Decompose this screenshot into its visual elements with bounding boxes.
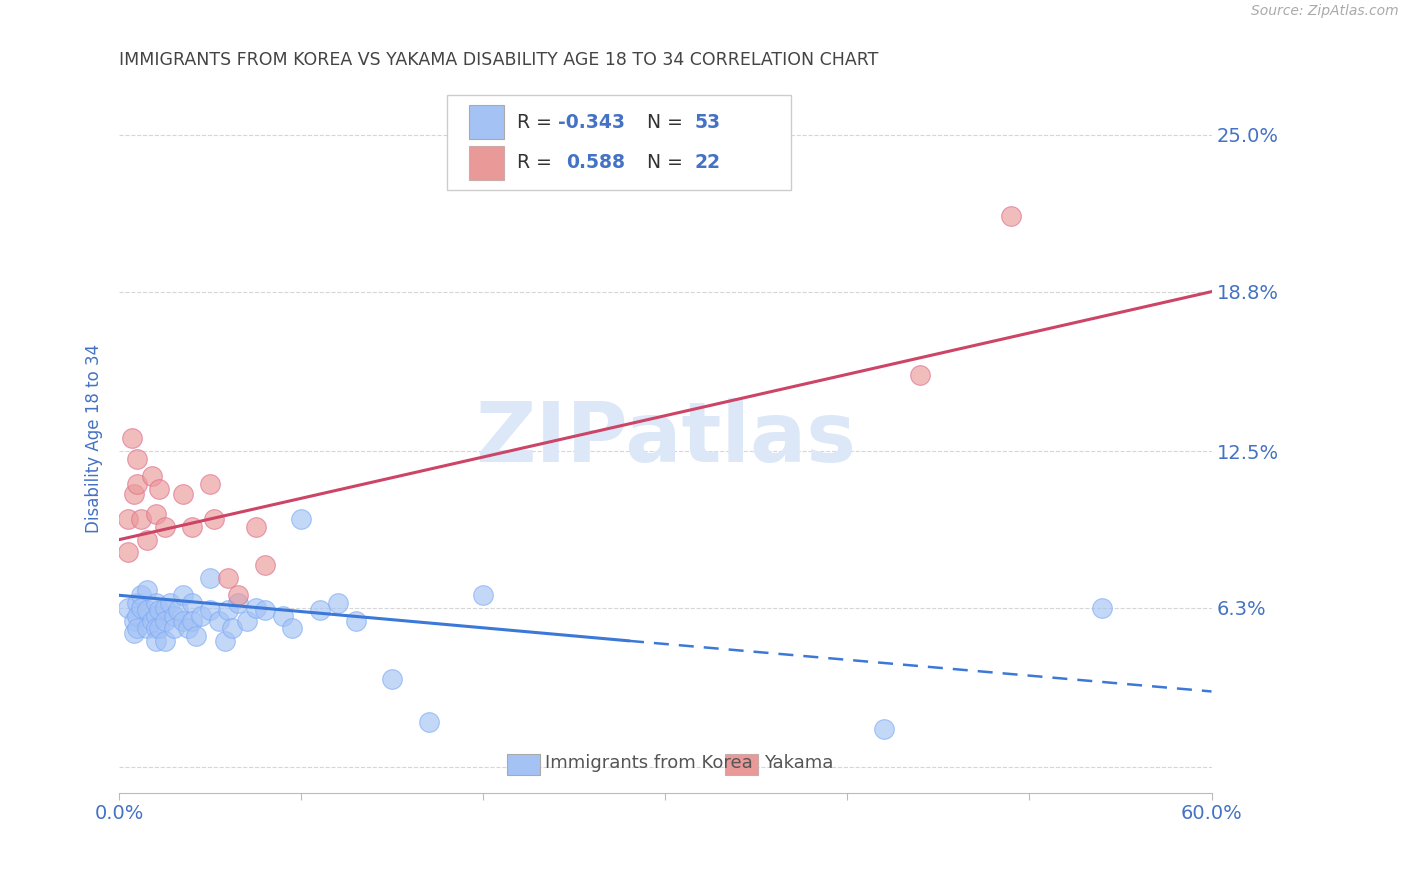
FancyBboxPatch shape bbox=[508, 754, 540, 775]
Point bbox=[121, 431, 143, 445]
Point bbox=[472, 588, 495, 602]
Point bbox=[153, 520, 176, 534]
Point bbox=[308, 603, 330, 617]
Point bbox=[141, 614, 163, 628]
Point bbox=[1091, 601, 1114, 615]
Point bbox=[184, 629, 207, 643]
Point bbox=[344, 614, 367, 628]
Point bbox=[145, 508, 167, 522]
Point bbox=[122, 487, 145, 501]
Point bbox=[129, 601, 152, 615]
Y-axis label: Disability Age 18 to 34: Disability Age 18 to 34 bbox=[86, 343, 103, 533]
Point bbox=[145, 633, 167, 648]
Point bbox=[214, 633, 236, 648]
Point bbox=[200, 603, 222, 617]
Text: -0.343: -0.343 bbox=[558, 112, 626, 132]
Point bbox=[145, 621, 167, 635]
Point bbox=[172, 588, 194, 602]
Point bbox=[253, 603, 276, 617]
Point bbox=[159, 596, 181, 610]
Point bbox=[910, 368, 932, 383]
Point bbox=[141, 469, 163, 483]
Point bbox=[145, 608, 167, 623]
Point bbox=[148, 621, 170, 635]
Point bbox=[163, 608, 186, 623]
Point bbox=[129, 588, 152, 602]
Point bbox=[181, 596, 204, 610]
Point bbox=[190, 608, 212, 623]
Text: ZIPatlas: ZIPatlas bbox=[475, 398, 856, 479]
Point bbox=[245, 601, 267, 615]
Point bbox=[145, 596, 167, 610]
Text: R =: R = bbox=[517, 153, 564, 172]
Point bbox=[172, 487, 194, 501]
FancyBboxPatch shape bbox=[468, 146, 503, 180]
Point bbox=[166, 603, 188, 617]
Point bbox=[253, 558, 276, 572]
Text: IMMIGRANTS FROM KOREA VS YAKAMA DISABILITY AGE 18 TO 34 CORRELATION CHART: IMMIGRANTS FROM KOREA VS YAKAMA DISABILI… bbox=[120, 51, 879, 69]
Point bbox=[281, 621, 304, 635]
Point bbox=[208, 614, 231, 628]
Text: N =: N = bbox=[636, 153, 689, 172]
Text: Yakama: Yakama bbox=[763, 754, 834, 772]
Point bbox=[127, 451, 149, 466]
Text: 53: 53 bbox=[695, 112, 721, 132]
Point bbox=[200, 477, 222, 491]
Point bbox=[177, 621, 200, 635]
FancyBboxPatch shape bbox=[447, 95, 792, 190]
Point bbox=[135, 533, 157, 547]
Point bbox=[117, 512, 139, 526]
Point bbox=[163, 621, 186, 635]
Point bbox=[129, 512, 152, 526]
Point bbox=[226, 596, 249, 610]
Point bbox=[218, 603, 240, 617]
Point bbox=[202, 512, 225, 526]
Point bbox=[153, 601, 176, 615]
Point bbox=[117, 601, 139, 615]
FancyBboxPatch shape bbox=[725, 754, 758, 775]
Text: R =: R = bbox=[517, 112, 558, 132]
Point bbox=[245, 520, 267, 534]
Point bbox=[135, 621, 157, 635]
Point bbox=[418, 714, 440, 729]
Point bbox=[117, 545, 139, 559]
Point bbox=[148, 603, 170, 617]
Point bbox=[127, 477, 149, 491]
Point bbox=[290, 512, 312, 526]
Point bbox=[218, 571, 240, 585]
Point bbox=[127, 596, 149, 610]
Point bbox=[221, 621, 243, 635]
Point bbox=[122, 614, 145, 628]
Text: 0.588: 0.588 bbox=[567, 153, 626, 172]
Point bbox=[326, 596, 349, 610]
Point bbox=[873, 723, 896, 737]
Point bbox=[153, 633, 176, 648]
Point bbox=[381, 672, 404, 686]
Point bbox=[181, 520, 204, 534]
Point bbox=[181, 614, 204, 628]
Point bbox=[135, 603, 157, 617]
Point bbox=[200, 571, 222, 585]
Point bbox=[271, 608, 294, 623]
Text: 22: 22 bbox=[695, 153, 721, 172]
Point bbox=[135, 583, 157, 598]
Point bbox=[172, 614, 194, 628]
Point bbox=[127, 621, 149, 635]
FancyBboxPatch shape bbox=[468, 105, 503, 139]
Text: N =: N = bbox=[636, 112, 689, 132]
Point bbox=[122, 626, 145, 640]
Text: Immigrants from Korea: Immigrants from Korea bbox=[546, 754, 754, 772]
Point bbox=[148, 482, 170, 496]
Point bbox=[127, 608, 149, 623]
Text: Source: ZipAtlas.com: Source: ZipAtlas.com bbox=[1251, 4, 1399, 19]
Point bbox=[1000, 209, 1022, 223]
Point bbox=[235, 614, 257, 628]
Point bbox=[153, 614, 176, 628]
Point bbox=[226, 588, 249, 602]
